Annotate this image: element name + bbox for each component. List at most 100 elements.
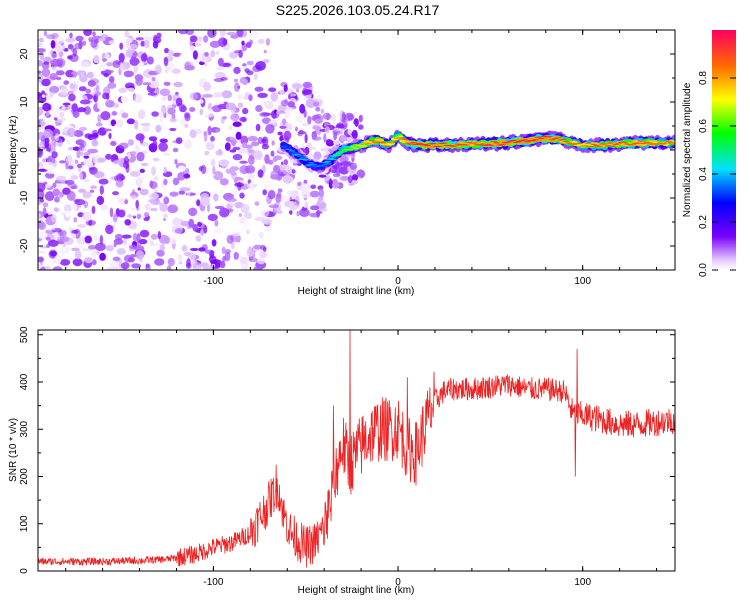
noise-blob (67, 146, 75, 151)
noise-blob (102, 58, 108, 62)
noise-blob (54, 196, 60, 203)
ridge-cell (562, 141, 570, 143)
noise-blob (105, 100, 115, 108)
noise-blob (45, 110, 50, 117)
noise-blob (88, 219, 93, 226)
noise-blob (87, 71, 94, 79)
ridge-cell (479, 143, 487, 145)
y-tick-label: -20 (19, 238, 30, 253)
noise-blob (177, 172, 186, 181)
noise-blob (84, 235, 93, 244)
noise-blob (38, 42, 44, 47)
colorbar-tick-label: 0.2 (698, 215, 709, 229)
ridge-cell (667, 141, 675, 143)
noise-blob (108, 132, 112, 139)
noise-blob (268, 87, 277, 92)
noise-blob (134, 93, 143, 104)
noise-blob (265, 124, 275, 134)
noise-blob (116, 248, 126, 255)
noise-blob (134, 144, 140, 153)
noise-blob (150, 233, 158, 240)
noise-blob (214, 71, 226, 79)
noise-blob (289, 210, 293, 215)
noise-blob (184, 139, 192, 150)
noise-blob (38, 250, 46, 254)
noise-blob (282, 175, 294, 184)
noise-blob (288, 201, 297, 208)
noise-blob (300, 183, 311, 193)
noise-blob (43, 161, 55, 172)
noise-blob (215, 50, 220, 56)
noise-blob (260, 209, 270, 218)
noise-blob (157, 231, 162, 240)
ridge-cell (307, 162, 315, 164)
noise-blob (204, 52, 209, 57)
noise-blob (215, 66, 226, 71)
noise-blob (154, 64, 162, 75)
noise-blob (76, 224, 87, 228)
noise-blob (304, 133, 308, 144)
ridge-cell (554, 137, 562, 139)
noise-blob (107, 266, 119, 270)
noise-blob (358, 114, 363, 123)
noise-blob (167, 257, 175, 267)
noise-blob (149, 181, 158, 190)
noise-blob (270, 150, 275, 157)
noise-blob (249, 39, 253, 45)
noise-blob (224, 142, 231, 151)
ridge-cell (612, 143, 620, 145)
noise-blob (277, 188, 283, 193)
noise-blob (152, 139, 158, 149)
noise-blob (283, 130, 292, 141)
noise-blob (262, 189, 268, 196)
noise-blob (120, 94, 129, 104)
noise-blob (146, 33, 155, 38)
y-tick-label: 20 (19, 48, 30, 60)
noise-blob (99, 234, 104, 245)
noise-blob (263, 179, 273, 189)
noise-blob (83, 178, 90, 183)
noise-blob (230, 34, 239, 39)
noise-blob (135, 133, 145, 141)
noise-blob (54, 133, 60, 142)
noise-blob (114, 175, 118, 182)
noise-blob (159, 112, 163, 122)
noise-blob (207, 152, 218, 162)
noise-blob (174, 159, 178, 165)
noise-blob (291, 82, 303, 90)
noise-blob (119, 174, 126, 181)
noise-blob (148, 79, 160, 89)
noise-blob (82, 191, 92, 199)
noise-blob (134, 74, 144, 82)
noise-blob (62, 102, 71, 106)
noise-blob (169, 191, 179, 197)
noise-blob (156, 249, 165, 257)
noise-blob (98, 37, 106, 42)
noise-blob (287, 101, 295, 108)
noise-blob (177, 30, 189, 35)
noise-blob (228, 125, 233, 131)
noise-blob (123, 70, 134, 78)
noise-blob (155, 124, 162, 133)
noise-blob (159, 243, 166, 252)
noise-blob (214, 220, 219, 227)
noise-blob (339, 130, 343, 134)
noise-blob (330, 113, 337, 122)
noise-blob (135, 37, 144, 41)
noise-blob (253, 73, 258, 80)
noise-blob (66, 140, 71, 144)
noise-blob (189, 107, 196, 112)
noise-blob (212, 165, 216, 175)
noise-blob (72, 80, 80, 85)
ridge-cell (468, 143, 476, 147)
ridge-cell (404, 142, 412, 144)
noise-blob (125, 87, 135, 92)
noise-blob (184, 113, 191, 122)
noise-blob (139, 168, 145, 173)
noise-blob (67, 127, 76, 138)
noise-blob (105, 69, 114, 74)
noise-blob (239, 192, 245, 199)
noise-blob (175, 137, 183, 145)
noise-blob (225, 168, 232, 174)
